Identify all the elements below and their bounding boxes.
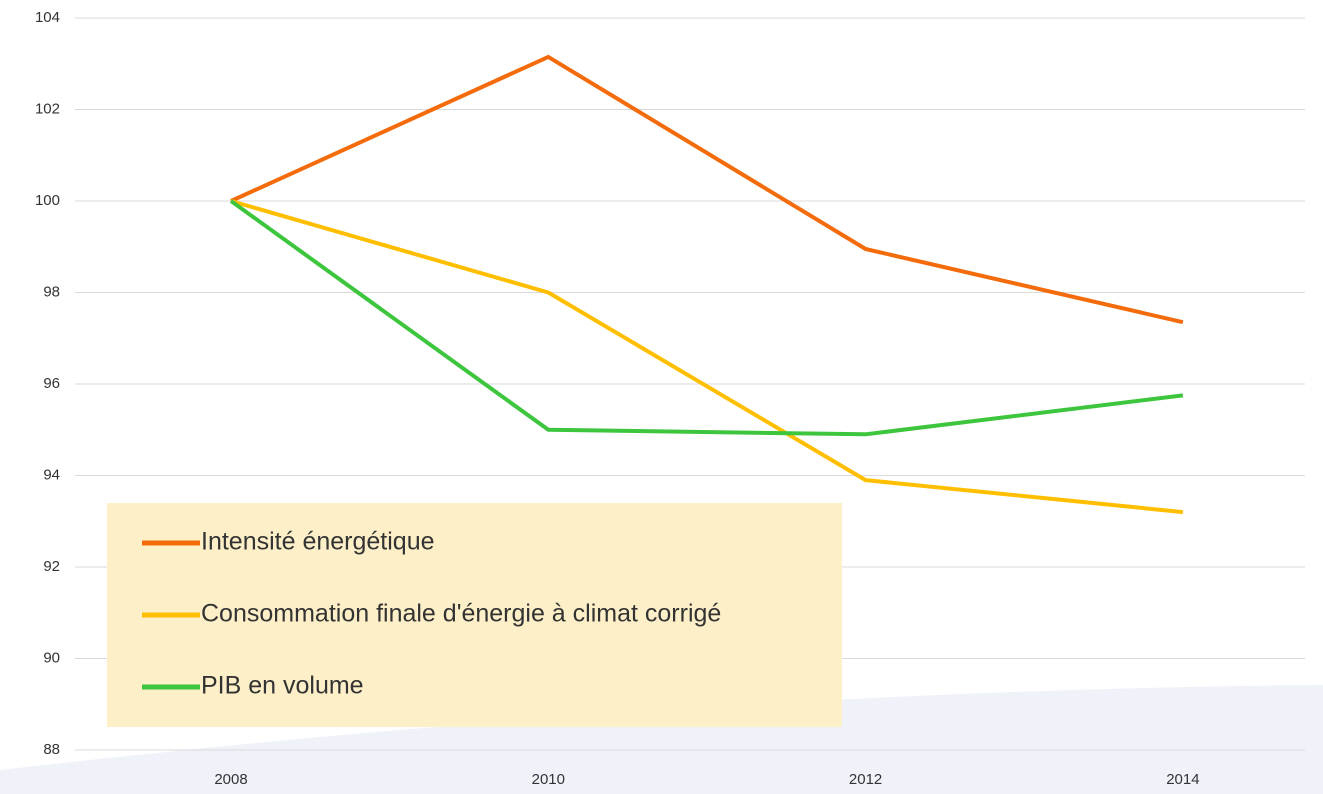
y-tick-label: 104 <box>35 9 60 26</box>
legend-label: Intensité énergétique <box>201 528 435 556</box>
x-tick-label: 2010 <box>532 771 565 788</box>
y-tick-label: 94 <box>43 466 60 483</box>
y-tick-label: 96 <box>43 375 60 392</box>
y-tick-label: 90 <box>43 649 60 666</box>
legend: Intensité énergétique Consommation finale… <box>142 528 721 700</box>
legend-label: PIB en volume <box>201 672 364 700</box>
y-tick-label: 88 <box>43 741 60 758</box>
x-tick-label: 2012 <box>849 771 882 788</box>
y-tick-label: 100 <box>35 192 60 209</box>
legend-box <box>107 503 842 727</box>
background-swoosh <box>0 685 1323 794</box>
series-line <box>230 199 1184 515</box>
series-line <box>230 54 1184 325</box>
y-tick-label: 102 <box>35 100 60 117</box>
legend-label: Consommation finale d'énergie à climat c… <box>201 600 721 628</box>
y-tick-label: 92 <box>43 558 60 575</box>
lines <box>229 54 1184 515</box>
x-tick-label: 2014 <box>1166 771 1199 788</box>
x-tick-label: 2008 <box>214 771 247 788</box>
y-tick-label: 98 <box>43 283 60 300</box>
series-line <box>229 199 1184 437</box>
